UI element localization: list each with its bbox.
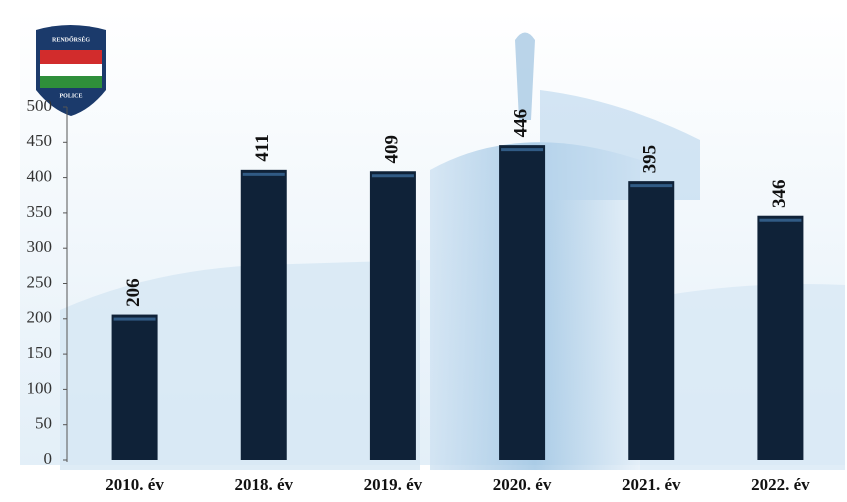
y-tick-label: 400 (27, 167, 53, 186)
bar-highlight (630, 184, 673, 188)
bar (111, 314, 158, 460)
bar-highlight (242, 172, 285, 176)
x-tick-label: 2020. év (493, 475, 552, 494)
x-tick-label: 2021. év (622, 475, 681, 494)
value-label: 409 (381, 135, 402, 164)
x-tick-label: 2010. év (105, 475, 164, 494)
y-tick-label: 150 (27, 343, 53, 362)
value-label: 395 (640, 145, 661, 174)
y-tick-label: 300 (27, 237, 53, 256)
logo-text: POLICE (59, 93, 82, 99)
x-tick-label: 2018. év (234, 475, 293, 494)
bar (757, 215, 804, 460)
y-tick-label: 450 (27, 131, 53, 150)
bar (240, 169, 287, 461)
y-tick-label: 200 (27, 308, 53, 327)
bar-highlight (759, 218, 802, 222)
y-tick-label: 500 (27, 96, 53, 115)
x-tick-label: 2022. év (751, 475, 810, 494)
bar-highlight (371, 174, 414, 178)
bar (499, 145, 546, 460)
value-label: 446 (510, 109, 531, 137)
bar-highlight (501, 148, 544, 152)
y-tick-label: 0 (44, 449, 53, 468)
x-tick-label: 2019. év (364, 475, 423, 494)
y-tick-label: 250 (27, 272, 53, 291)
value-label: 346 (769, 179, 790, 208)
value-label: 206 (123, 278, 144, 307)
bar-highlight (113, 317, 156, 321)
y-tick-label: 100 (27, 378, 53, 397)
y-tick-label: 50 (35, 414, 52, 433)
logo: RENDŐRSÉG POLICE (36, 25, 106, 116)
bar (369, 171, 416, 460)
y-tick-label: 350 (27, 202, 53, 221)
value-label: 411 (252, 134, 273, 161)
logo-text: RENDŐRSÉG (52, 35, 90, 43)
bar (628, 181, 675, 460)
